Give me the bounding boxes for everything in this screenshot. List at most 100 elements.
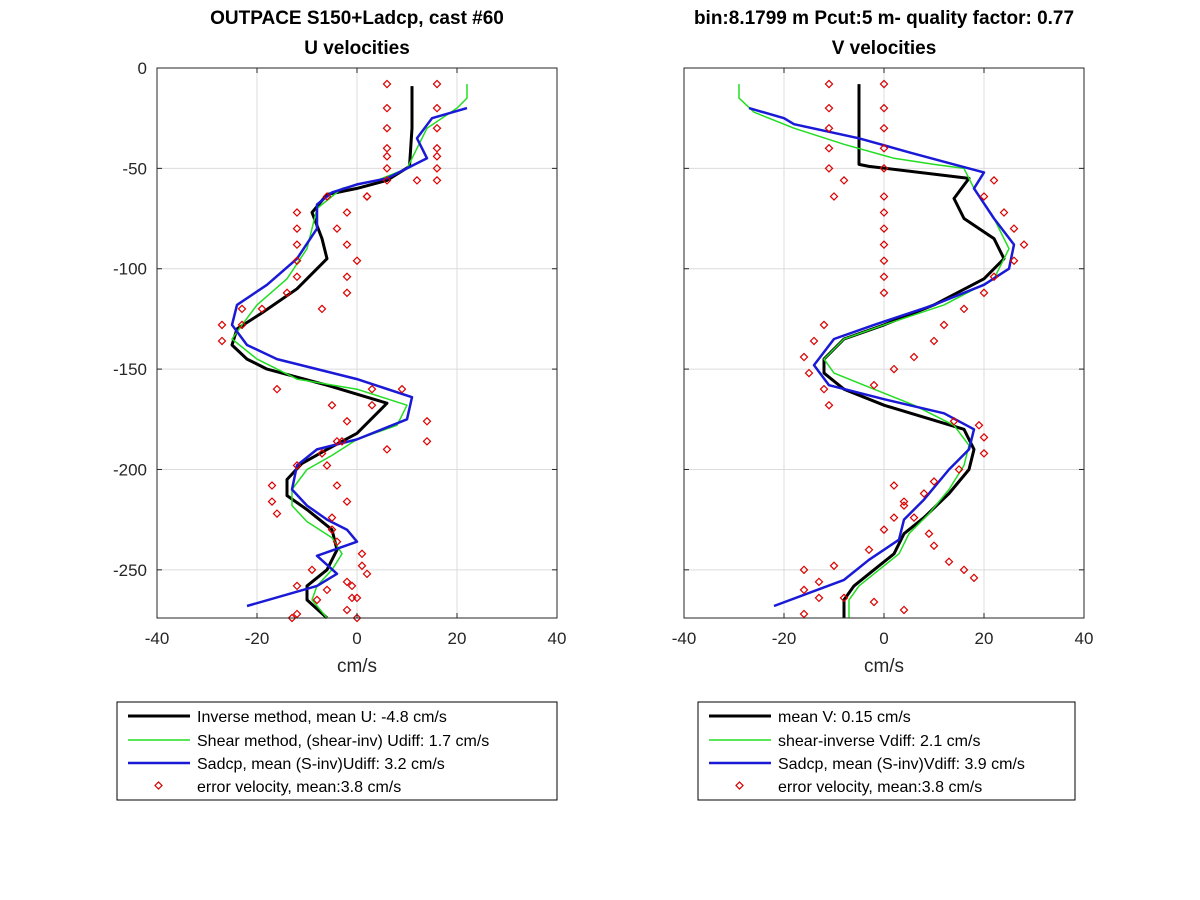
- v-xtick-label: 0: [879, 629, 888, 648]
- u-error-velocity-marker: [352, 593, 362, 603]
- u-error-velocity-marker: [292, 240, 302, 250]
- u-ytick-label: 0: [138, 59, 147, 78]
- v-error-velocity-marker: [879, 224, 889, 233]
- u-error-velocity-marker: [382, 143, 392, 153]
- v-error-velocity-marker: [879, 163, 889, 173]
- v-legend-entry-mean: mean V: 0.15 cm/s: [778, 709, 911, 726]
- u-error-velocity-marker: [272, 384, 282, 394]
- v-series: [738, 79, 1029, 619]
- u-error-velocity-marker: [432, 79, 442, 89]
- u-error-velocity-marker: [342, 272, 352, 282]
- u-error-velocity-marker: [362, 192, 372, 201]
- u-error-velocity-marker: [432, 123, 442, 133]
- v-legend-entry-sadcp: Sadcp, mean (S-inv)Vdiff: 3.9 cm/s: [778, 756, 1025, 773]
- u-error-velocity-marker: [317, 449, 327, 458]
- v-legend-entry-error: error velocity, mean:3.8 cm/s: [778, 779, 982, 796]
- u-error-velocity-marker: [312, 595, 322, 605]
- u-error-velocity-marker: [382, 151, 392, 161]
- v-error-velocity-marker: [919, 489, 929, 498]
- v-error-velocity-marker: [969, 573, 979, 583]
- v-error-velocity-marker: [889, 513, 899, 523]
- v-error-velocity-marker: [944, 557, 954, 567]
- u-error-velocity-marker: [382, 123, 392, 133]
- u-error-velocity-marker: [237, 320, 247, 330]
- v-error-velocity-marker: [889, 364, 899, 374]
- v-error-velocity-marker: [979, 432, 989, 442]
- u-error-velocity-marker: [217, 336, 227, 346]
- v-error-velocity-marker: [799, 565, 809, 575]
- v-error-velocity-marker: [909, 352, 919, 362]
- u-xtick-label: -40: [145, 629, 170, 648]
- u-legend-box: [116, 701, 558, 801]
- u-error-velocity-marker: [432, 143, 442, 153]
- v-error-velocity-marker: [1009, 256, 1019, 266]
- v-error-velocity-marker: [929, 336, 939, 346]
- v-error-velocity-marker: [829, 192, 839, 201]
- v-error-velocity-marker: [959, 565, 969, 575]
- v-error-velocity-marker: [809, 336, 819, 346]
- v-error-velocity-marker: [799, 352, 809, 362]
- u-error-velocity-marker: [322, 461, 332, 470]
- v-ticks: -40 -20 0 20 40: [672, 67, 1094, 648]
- v-error-velocity-marker: [824, 123, 834, 133]
- v-error-velocity-marker: [999, 208, 1009, 217]
- u-error-velocity-marker: [382, 163, 392, 173]
- u-error-velocity-marker: [317, 304, 327, 314]
- u-error-velocity-marker: [352, 256, 362, 266]
- u-series-line-2: [230, 106, 468, 608]
- u-error-velocity-marker: [342, 288, 352, 298]
- u-error-velocity-marker: [292, 208, 302, 217]
- v-series-line-2: [748, 106, 1016, 608]
- v-legend: mean V: 0.15 cm/s shear-inverse Vdiff: 2…: [697, 701, 1076, 801]
- u-error-velocity-marker: [292, 461, 302, 470]
- v-error-velocity-marker: [879, 240, 889, 250]
- v-error-velocity-marker: [814, 577, 824, 587]
- u-legend-swatch-error: [154, 781, 163, 790]
- v-error-velocity-marker: [879, 192, 889, 201]
- u-error-velocity-marker: [327, 513, 337, 523]
- v-error-velocity-marker: [799, 609, 809, 619]
- u-error-velocity-marker: [422, 416, 432, 426]
- u-error-velocity-marker: [382, 79, 392, 89]
- v-error-velocity-marker: [879, 272, 889, 282]
- u-error-velocity-marker: [337, 436, 347, 446]
- v-error-velocity-marker: [824, 143, 834, 153]
- v-error-velocity-marker: [979, 192, 989, 201]
- u-xtick-label: -20: [245, 629, 270, 648]
- u-series: [217, 79, 468, 623]
- u-ytick-label: -50: [122, 159, 147, 178]
- u-error-velocity-marker: [287, 613, 297, 623]
- u-error-velocity-marker: [257, 304, 267, 314]
- u-legend-entry-shear: Shear method, (shear-inv) Udiff: 1.7 cm/…: [197, 733, 489, 750]
- u-error-velocity-marker: [422, 436, 432, 446]
- u-error-velocity-marker: [332, 224, 342, 233]
- u-error-velocity-marker: [352, 613, 362, 623]
- v-error-velocity-marker: [879, 208, 889, 217]
- u-error-velocity-marker: [367, 384, 377, 394]
- u-error-velocity-marker: [382, 176, 392, 185]
- v-error-velocity-marker: [1009, 224, 1019, 233]
- v-error-velocity-marker: [819, 320, 829, 330]
- v-xtick-label: 40: [1075, 629, 1094, 648]
- u-error-velocity-marker: [292, 256, 302, 266]
- u-ytick-label: -150: [113, 360, 147, 379]
- u-error-velocity-marker: [332, 481, 342, 490]
- u-error-velocity-marker: [267, 497, 277, 506]
- u-error-velocity-marker: [382, 445, 392, 454]
- u-error-velocity-marker: [357, 549, 367, 559]
- u-error-velocity-marker: [342, 577, 352, 587]
- v-error-velocity-marker: [979, 449, 989, 458]
- u-error-velocity-marker: [367, 400, 377, 410]
- u-error-velocity-marker: [292, 609, 302, 619]
- v-xtick-label: 20: [975, 629, 994, 648]
- u-error-velocity-marker: [342, 605, 352, 615]
- v-error-velocity-marker: [824, 103, 834, 113]
- u-velocity-panel: OUTPACE S150+Ladcp, cast #60 U velocitie…: [113, 8, 566, 801]
- u-error-velocity-marker: [332, 537, 342, 547]
- v-legend-swatch-error: [735, 781, 744, 790]
- v-error-velocity-marker: [989, 176, 999, 185]
- u-error-velocity-marker: [362, 569, 372, 579]
- v-error-velocity-marker: [939, 320, 949, 330]
- u-ytick-label: -100: [113, 260, 147, 279]
